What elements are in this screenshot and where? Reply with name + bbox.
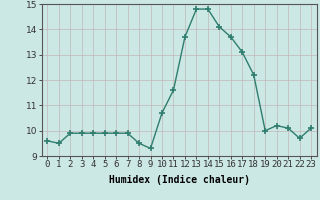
X-axis label: Humidex (Indice chaleur): Humidex (Indice chaleur) [109,175,250,185]
